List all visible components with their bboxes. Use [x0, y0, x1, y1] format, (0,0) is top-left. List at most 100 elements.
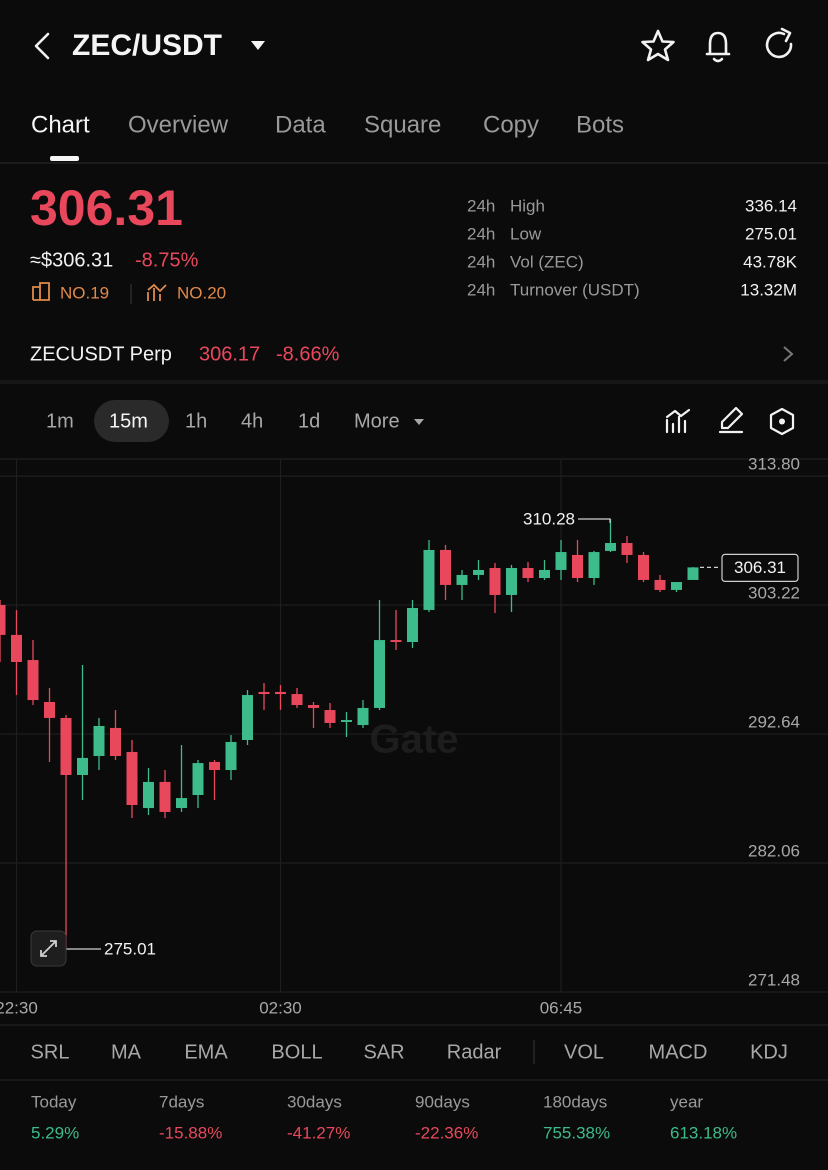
indicator[interactable]: BOLL — [271, 1041, 322, 1063]
candle-body — [473, 569, 484, 575]
indicator-icon[interactable] — [665, 408, 691, 434]
indicator-bar: SRL MA EMA BOLL SAR Radar VOL MACD KDJ — [31, 1041, 788, 1063]
tab[interactable]: Copy — [483, 111, 539, 138]
candle-body — [225, 741, 237, 771]
tab[interactable]: Square — [364, 111, 441, 138]
candlestick-chart: Gate 271.48 282.06 292.64 303.22 313.80 22:30 0… — [0, 455, 828, 1017]
indicator[interactable]: KDJ — [750, 1041, 788, 1063]
interval[interactable]: 1m — [46, 410, 74, 432]
candle-body — [440, 549, 451, 585]
high-label: 310.28 — [523, 509, 575, 528]
x-tick-label: 02:30 — [259, 998, 302, 1017]
candle-body — [192, 763, 204, 795]
indicator[interactable]: SAR — [363, 1041, 404, 1063]
candle-body — [407, 607, 418, 643]
candle-body — [126, 751, 138, 805]
stat-value: 43.78K — [743, 252, 798, 271]
performance-value: 5.29% — [31, 1123, 79, 1142]
perp-price[interactable]: 306.17 — [199, 343, 260, 365]
candle-body — [291, 694, 303, 706]
x-tick-label: 06:45 — [540, 998, 583, 1017]
candle-body — [506, 568, 517, 595]
candle-body — [572, 554, 583, 579]
tab[interactable]: Overview — [128, 111, 229, 138]
candle-body — [555, 552, 567, 570]
candle-body — [489, 568, 501, 595]
indicator[interactable]: VOL — [564, 1041, 604, 1063]
candle-body — [374, 640, 385, 708]
indicator[interactable]: MACD — [649, 1041, 708, 1063]
performance-value: -22.36% — [415, 1123, 478, 1142]
candle-body — [423, 549, 435, 610]
candle-body — [539, 569, 550, 579]
candle-body — [390, 640, 402, 643]
tab-indicator — [50, 156, 79, 161]
performance-value: -15.88% — [159, 1123, 222, 1142]
interval[interactable]: 1d — [298, 410, 320, 432]
pair-title[interactable]: ZEC/USDT — [72, 29, 222, 62]
perp-change[interactable]: -8.66% — [276, 343, 340, 365]
performance-value: -41.27% — [287, 1123, 350, 1142]
last-price-label: 306.31 — [734, 558, 786, 577]
stat-value: 275.01 — [745, 224, 797, 243]
interval[interactable]: 4h — [241, 410, 263, 432]
y-tick-label: 313.80 — [748, 455, 800, 474]
candle-body — [110, 727, 121, 756]
last-price-box — [721, 553, 799, 582]
candle-body — [687, 567, 699, 580]
more-caret[interactable] — [414, 419, 424, 425]
draw-icon[interactable] — [718, 406, 744, 434]
candle-body — [11, 634, 22, 662]
x-tick-label: 22:30 — [0, 998, 38, 1017]
expand-icon — [40, 940, 57, 957]
stat-label: Vol (ZEC) — [510, 252, 584, 271]
last-price: 306.31 — [30, 180, 183, 236]
candle-body — [671, 582, 682, 590]
candle-body — [176, 798, 187, 809]
indicator[interactable]: SRL — [31, 1041, 70, 1063]
performance-value: 755.38% — [543, 1123, 610, 1142]
pair-dropdown[interactable] — [251, 41, 265, 50]
candle-body — [275, 691, 286, 695]
indicator[interactable]: MA — [111, 1041, 142, 1063]
stat-value: 336.14 — [745, 196, 797, 215]
perp-name[interactable]: ZECUSDT Perp — [30, 343, 172, 365]
refresh-icon[interactable] — [765, 27, 793, 59]
y-tick-label: 271.48 — [748, 970, 800, 989]
y-tick-label: 282.06 — [748, 842, 800, 861]
indicator[interactable]: EMA — [184, 1041, 228, 1063]
candle-body — [522, 568, 534, 579]
performance-label: 7days — [159, 1092, 204, 1111]
chevron[interactable] — [783, 346, 794, 362]
rank-icon — [32, 282, 50, 301]
tab[interactable]: Bots — [576, 111, 624, 138]
candle-body — [654, 579, 666, 590]
high-leader — [578, 518, 611, 524]
candle-body — [0, 604, 6, 635]
stat-label: Low — [510, 224, 542, 243]
y-tick-label: 292.64 — [748, 713, 800, 732]
stat-period: 24h — [467, 252, 495, 271]
interval[interactable]: 1h — [185, 410, 207, 432]
indicator[interactable]: Radar — [447, 1041, 502, 1063]
tab[interactable]: Chart — [31, 111, 90, 138]
favorite-icon[interactable] — [641, 29, 675, 62]
back-button[interactable] — [34, 32, 50, 60]
price-change: -8.75% — [135, 249, 199, 271]
interval[interactable]: More — [354, 410, 400, 432]
settings-icon[interactable] — [769, 407, 795, 436]
candle-body — [341, 720, 352, 722]
candle-body — [258, 691, 270, 695]
rank-volume: NO.19 — [60, 283, 109, 302]
performance-value: 613.18% — [670, 1123, 737, 1142]
candle-body — [308, 705, 319, 708]
candle-body — [605, 543, 616, 551]
alert-icon[interactable] — [705, 31, 731, 63]
candle-body — [621, 543, 633, 555]
tab[interactable]: Data — [275, 111, 326, 138]
active-interval-pill — [94, 400, 169, 442]
interval[interactable]: 15m — [109, 410, 148, 432]
candle-body — [143, 781, 154, 809]
